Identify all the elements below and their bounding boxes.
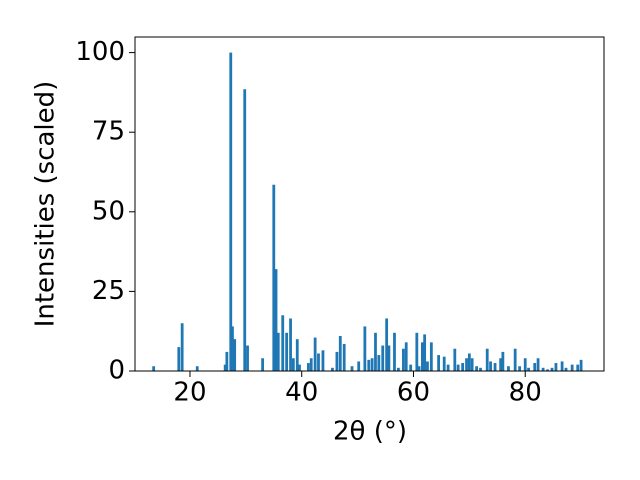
- bar: [298, 364, 301, 371]
- bar: [289, 318, 292, 371]
- bar: [229, 52, 233, 371]
- x-tick-label: 40: [285, 378, 318, 408]
- bar: [554, 363, 558, 371]
- bar: [546, 369, 549, 371]
- y-tick-label: 25: [92, 276, 125, 306]
- bar: [475, 366, 479, 371]
- bar: [243, 89, 247, 371]
- bar: [246, 345, 249, 371]
- bar: [426, 361, 429, 371]
- bar: [317, 353, 320, 371]
- bar: [261, 358, 265, 371]
- bar: [453, 348, 457, 371]
- y-axis-label: Intensities (scaled): [31, 81, 61, 328]
- bar: [381, 345, 385, 371]
- bar: [291, 358, 295, 371]
- x-tick-label: 20: [173, 378, 206, 408]
- bar: [180, 323, 184, 371]
- bar: [272, 184, 276, 371]
- bar: [225, 351, 229, 371]
- bar: [501, 351, 505, 371]
- bar: [507, 366, 510, 371]
- bar: [421, 342, 424, 371]
- bar: [274, 269, 278, 371]
- bar: [415, 332, 419, 371]
- bar: [479, 367, 482, 371]
- bar: [409, 364, 413, 371]
- bar: [518, 366, 522, 371]
- bar: [442, 356, 446, 371]
- bar: [560, 361, 564, 371]
- bar: [417, 366, 421, 371]
- bar: [485, 348, 489, 371]
- bar: [536, 358, 540, 371]
- bar: [541, 367, 545, 371]
- bar: [285, 332, 289, 371]
- bar: [385, 318, 389, 371]
- bar: [357, 361, 361, 371]
- y-tick-label: 0: [108, 356, 125, 386]
- bar: [350, 366, 354, 371]
- bar: [467, 353, 471, 371]
- bar: [550, 367, 554, 371]
- bar: [404, 342, 408, 371]
- bar: [493, 363, 497, 371]
- bar: [338, 335, 342, 371]
- bar: [489, 361, 492, 371]
- bar: [437, 355, 441, 371]
- bar: [429, 342, 433, 371]
- bar: [233, 339, 237, 371]
- bar: [152, 366, 156, 371]
- bar: [177, 347, 181, 371]
- bar: [231, 326, 234, 371]
- bar: [523, 358, 527, 371]
- y-tick-label: 50: [92, 196, 125, 226]
- bar: [321, 350, 325, 371]
- x-tick-label: 80: [509, 378, 542, 408]
- bar: [342, 343, 346, 371]
- bar: [396, 367, 400, 371]
- bar: [370, 358, 374, 371]
- bar: [576, 364, 580, 371]
- bar: [295, 339, 299, 371]
- x-tick-label: 60: [397, 378, 430, 408]
- bar: [335, 351, 339, 371]
- bar: [281, 315, 285, 371]
- bar: [446, 364, 450, 371]
- bar: [363, 326, 367, 371]
- bar: [307, 363, 310, 371]
- bar: [377, 355, 381, 371]
- bar: [367, 359, 371, 371]
- y-tick-label: 100: [75, 37, 125, 67]
- bar: [513, 348, 517, 371]
- bar: [456, 364, 460, 371]
- bar: [579, 359, 583, 371]
- bar: [564, 367, 568, 371]
- bar: [309, 358, 313, 371]
- bar: [470, 358, 474, 371]
- bar: [393, 332, 396, 371]
- bar: [374, 332, 377, 371]
- bar: [195, 366, 199, 371]
- bar: [499, 358, 503, 371]
- y-tick-label: 75: [92, 117, 125, 147]
- bar: [313, 337, 317, 371]
- bar: [276, 332, 280, 371]
- bar: [570, 364, 574, 371]
- bar: [533, 363, 537, 371]
- x-axis-label: 2θ (°): [333, 417, 407, 447]
- bar: [527, 367, 530, 371]
- bar: [461, 363, 465, 371]
- bar: [423, 334, 427, 371]
- bar: [465, 358, 468, 371]
- bar: [387, 345, 391, 371]
- plot-frame: [134, 36, 605, 372]
- bar: [402, 348, 405, 371]
- bar: [223, 364, 227, 371]
- bar: [331, 367, 334, 371]
